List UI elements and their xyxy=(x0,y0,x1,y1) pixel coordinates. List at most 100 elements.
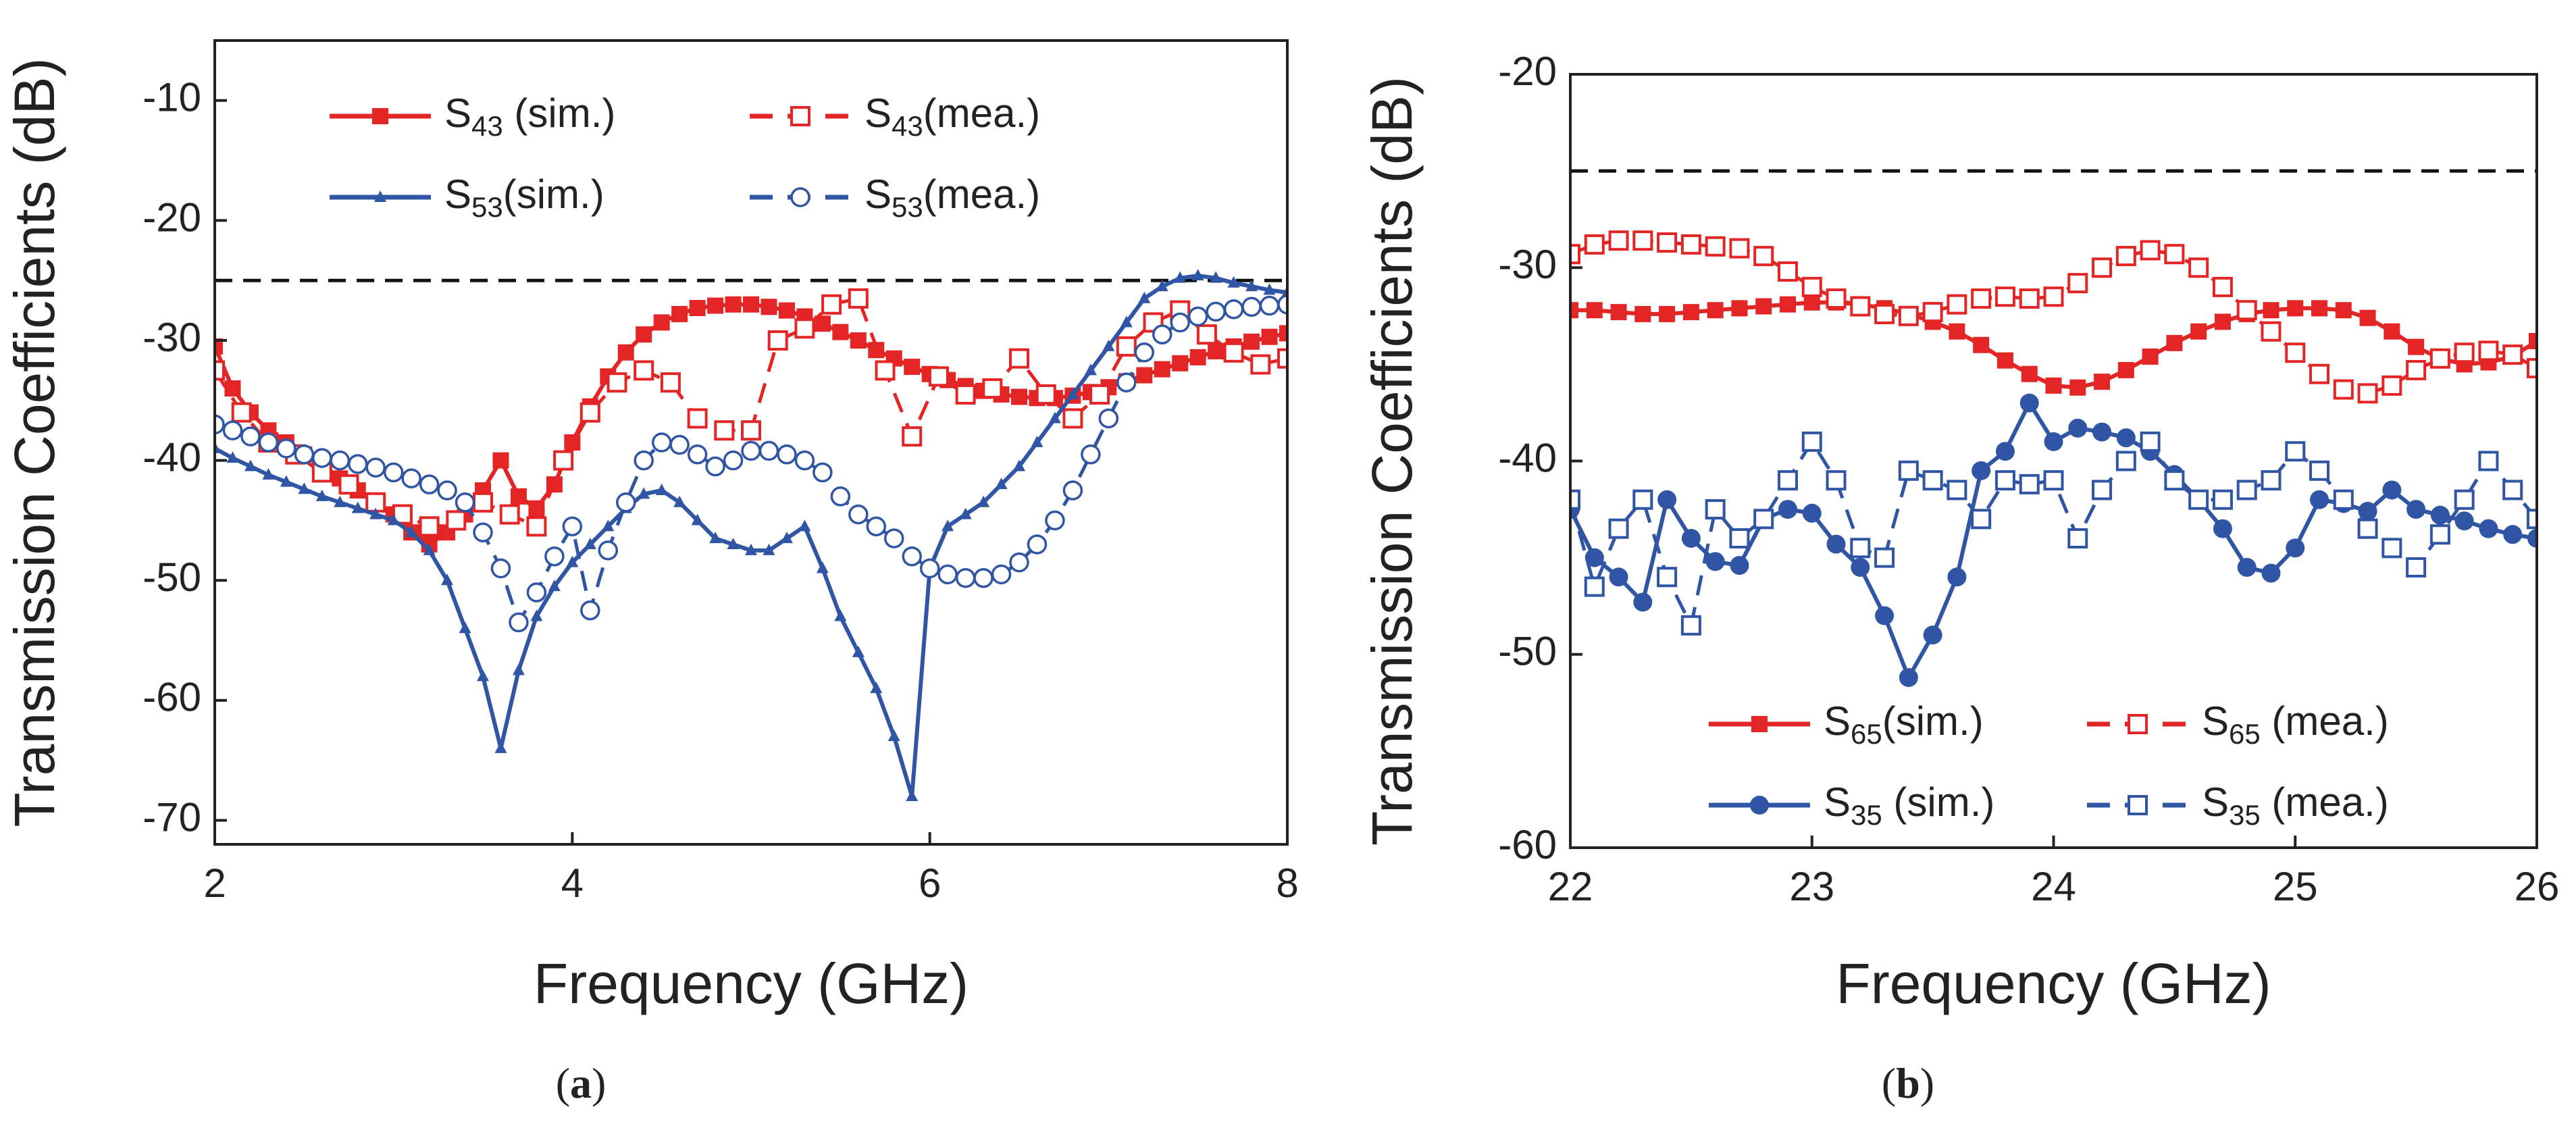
data-point xyxy=(1084,363,1097,376)
data-point xyxy=(2140,431,2161,452)
data-point xyxy=(419,516,440,537)
data-point xyxy=(2335,302,2352,319)
data-point xyxy=(2068,418,2088,438)
legend-label-sub: 65 xyxy=(1851,718,1882,750)
x-axis-label: Frequency (GHz) xyxy=(534,952,969,1015)
chart-panel-a: 2 4 6 8 -70 -60 -50 -40 -30 -20 -10 Frequency (GHz)… xyxy=(3,39,1299,1107)
data-point xyxy=(714,420,735,441)
legend-label-tail: (sim.) xyxy=(1882,698,1984,744)
data-point xyxy=(1997,352,2013,369)
data-point xyxy=(2019,393,2039,413)
data-point xyxy=(687,408,708,429)
data-point xyxy=(2164,470,2185,491)
data-point xyxy=(1138,291,1151,303)
data-point xyxy=(2454,342,2475,363)
legend-marker xyxy=(790,187,810,207)
data-point xyxy=(383,462,404,483)
data-point xyxy=(607,372,627,393)
legend-label-sub: 53 xyxy=(892,191,923,223)
data-point xyxy=(1009,552,1029,573)
data-point xyxy=(338,474,359,495)
data-point xyxy=(602,519,615,532)
data-point xyxy=(2116,428,2136,448)
data-point xyxy=(2190,323,2207,340)
data-point xyxy=(2094,374,2111,390)
data-point xyxy=(1659,305,1676,322)
data-point xyxy=(1187,306,1208,327)
data-point xyxy=(875,360,896,381)
data-point xyxy=(1172,355,1189,372)
x-tick-label: 22 xyxy=(1548,864,1593,909)
data-point xyxy=(2140,240,2161,261)
data-point xyxy=(2285,342,2306,363)
data-point xyxy=(401,468,421,489)
data-point xyxy=(1011,388,1027,405)
data-point xyxy=(494,741,507,753)
data-point xyxy=(1279,325,1287,342)
data-point xyxy=(215,338,223,355)
legend: S43 (sim.) S43(mea.)S53(sim.) S53(mea.) xyxy=(330,91,1040,223)
data-point xyxy=(419,474,440,494)
x-tick-label: 25 xyxy=(2273,864,2318,909)
data-point xyxy=(1062,408,1083,429)
data-point xyxy=(705,456,725,477)
data-point xyxy=(955,567,976,588)
x-axis-label: Frequency (GHz) xyxy=(1836,952,2271,1015)
data-point xyxy=(904,359,921,376)
data-point xyxy=(2406,557,2427,578)
axes-frame xyxy=(1569,73,2538,849)
data-point xyxy=(959,507,972,519)
plot-area xyxy=(1570,230,2537,688)
data-point xyxy=(2043,286,2064,307)
data-point xyxy=(919,558,940,579)
data-point xyxy=(351,501,364,513)
data-point xyxy=(1584,234,1605,255)
data-point xyxy=(982,378,1003,399)
data-point xyxy=(2430,505,2450,525)
data-point xyxy=(2021,365,2038,382)
data-point xyxy=(330,450,351,471)
panel-paren-open: ( xyxy=(556,1059,570,1107)
data-point xyxy=(1633,592,1653,612)
data-point xyxy=(1753,246,1774,267)
series-line xyxy=(215,297,1287,528)
data-point xyxy=(222,420,243,440)
data-point xyxy=(455,492,475,513)
data-point xyxy=(1971,288,1992,309)
data-point xyxy=(2309,363,2330,384)
data-point xyxy=(387,513,400,526)
data-point xyxy=(2069,379,2086,396)
data-point xyxy=(1027,534,1048,555)
data-point xyxy=(2454,489,2475,510)
y-tick-label: -40 xyxy=(1498,435,1557,480)
data-point xyxy=(2359,309,2376,326)
data-point xyxy=(334,495,346,507)
data-point xyxy=(1241,297,1262,317)
data-point xyxy=(778,302,795,319)
legend-marker xyxy=(1751,716,1768,732)
data-point xyxy=(707,297,724,314)
data-point xyxy=(1098,408,1119,429)
data-point xyxy=(490,558,511,579)
data-point xyxy=(2503,525,2523,544)
data-point xyxy=(852,645,865,657)
data-point xyxy=(224,380,241,397)
data-point xyxy=(794,450,815,471)
data-point xyxy=(2285,441,2306,462)
legend-marker xyxy=(790,106,810,126)
data-point xyxy=(473,492,493,513)
data-point xyxy=(2117,361,2134,378)
data-point xyxy=(1035,384,1056,405)
data-point xyxy=(1570,489,1580,510)
data-point xyxy=(1826,470,1847,491)
legend-label-tail: (sim.) xyxy=(1882,779,1995,825)
data-point xyxy=(1585,548,1604,567)
data-point xyxy=(1705,499,1726,520)
data-point xyxy=(2357,383,2378,404)
data-point xyxy=(1777,470,1798,491)
x-tick-label: 24 xyxy=(2031,864,2076,909)
data-point xyxy=(2357,518,2378,539)
data-point xyxy=(1802,503,1822,523)
data-point xyxy=(1263,283,1276,295)
data-point xyxy=(1081,444,1101,465)
